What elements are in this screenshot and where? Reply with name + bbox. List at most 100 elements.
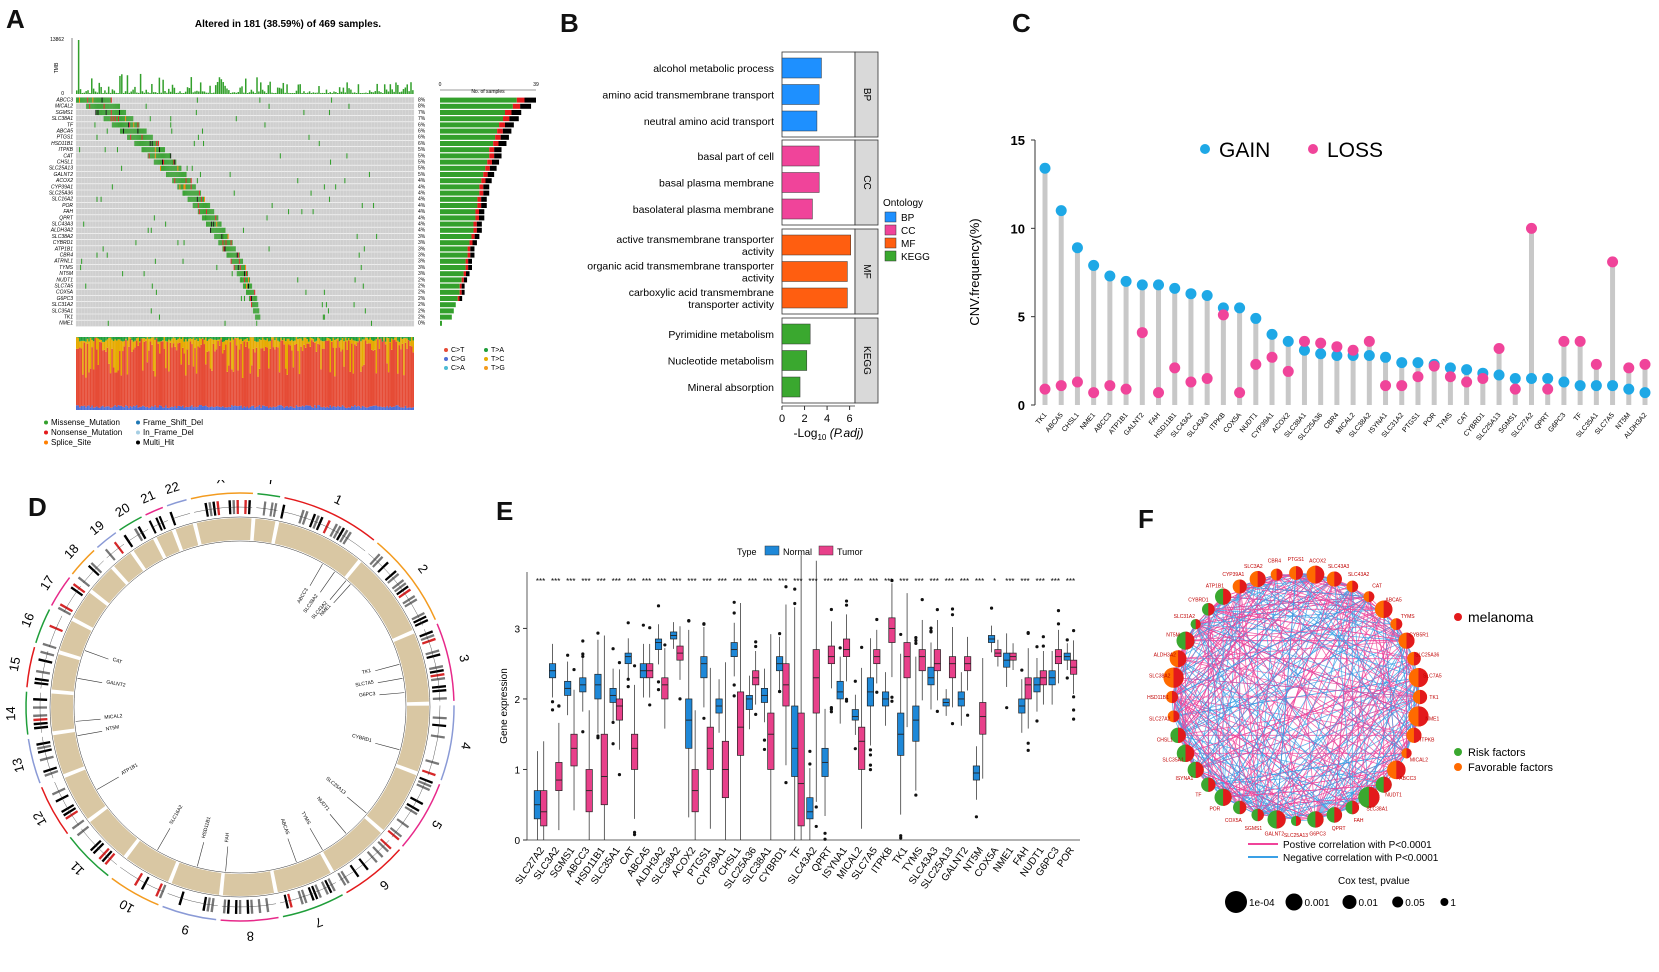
titv-bar <box>103 341 106 350</box>
mutation-cell <box>122 122 124 128</box>
titv-bar <box>217 406 219 410</box>
box-outlier <box>626 685 630 689</box>
side-bar-nonsense <box>489 153 495 159</box>
titv-bar <box>94 337 96 338</box>
titv-bar <box>152 337 155 371</box>
ideogram-border <box>194 506 253 513</box>
mutation-cell <box>373 202 375 209</box>
titv-bar <box>266 406 269 410</box>
titv-bar <box>326 337 328 338</box>
titv-bar <box>151 406 153 410</box>
mutation-cell <box>127 128 129 134</box>
tmb-bar <box>299 84 301 94</box>
titv-bar <box>324 340 327 408</box>
box-body <box>555 762 563 791</box>
mutation-cell <box>247 289 248 295</box>
tmb-bar <box>91 78 93 94</box>
mutation-cell <box>125 116 127 122</box>
mutation-cell <box>144 140 146 147</box>
titv-bar <box>146 406 149 410</box>
mutation-cell <box>228 252 230 258</box>
titv-bar <box>407 340 410 408</box>
titv-bar <box>318 338 321 345</box>
positive-edge <box>1239 572 1297 808</box>
titv-bar <box>260 340 262 349</box>
titv-bar <box>119 339 121 352</box>
titv-bar <box>163 407 166 410</box>
titv-bar <box>372 405 375 410</box>
mutation-cell <box>155 289 157 295</box>
tmb-bar <box>385 89 388 94</box>
mutation-cell <box>151 153 153 159</box>
mutation-cell <box>119 122 120 128</box>
mutation-cell <box>105 109 107 116</box>
titv-bar <box>223 349 226 408</box>
titv-bar <box>79 337 81 342</box>
titv-bar <box>321 407 324 410</box>
titv-bar <box>329 339 332 373</box>
titv-bar <box>272 347 275 407</box>
titv-bar <box>237 406 239 410</box>
mutation-cell <box>103 109 105 116</box>
titv-bar <box>94 407 96 410</box>
titv-bar <box>324 337 327 341</box>
tmb-bar <box>312 92 315 94</box>
mutation-cell <box>153 147 155 153</box>
tmb-bar <box>406 84 408 94</box>
titv-bar <box>410 407 413 410</box>
gene-marker <box>77 731 103 736</box>
side-bar-missense <box>440 308 454 314</box>
titv-bar <box>105 406 107 410</box>
significance-label: *** <box>869 577 878 586</box>
titv-bar <box>334 376 336 407</box>
titv-legend-label: T>C <box>491 356 504 363</box>
mutation-cell <box>141 147 143 153</box>
mutation-cell <box>165 159 167 165</box>
tmb-bar <box>83 92 86 94</box>
mutation-cell <box>97 97 99 103</box>
titv-bar <box>401 337 404 340</box>
box-outlier <box>754 712 758 716</box>
side-bar-multihit <box>489 165 497 171</box>
titv-bar <box>401 339 404 344</box>
ontology-legend-swatch <box>884 224 897 236</box>
significance-label: *** <box>596 577 605 586</box>
ideogram-border <box>427 705 441 776</box>
titv-bar <box>132 349 135 406</box>
term-label-line: active transmembrane transporter <box>616 234 774 246</box>
mutation-cell <box>104 103 106 109</box>
titv-bar <box>384 407 387 410</box>
box-body <box>737 691 745 756</box>
titv-bar <box>80 405 83 410</box>
tmb-bar <box>301 92 303 94</box>
positive-edge <box>1222 716 1419 798</box>
titv-bar <box>337 338 339 341</box>
titv-bar <box>361 366 364 406</box>
titv-bar <box>128 346 130 408</box>
titv-bar <box>138 337 141 342</box>
enrichment-bar <box>781 84 820 105</box>
titv-bar <box>122 337 124 342</box>
loss-point <box>1623 362 1635 374</box>
mutation-cell <box>135 128 137 134</box>
titv-bar <box>266 347 269 407</box>
gene-label: ATRNL1 <box>53 259 73 265</box>
titv-bar <box>406 338 408 349</box>
box-outlier <box>929 629 933 633</box>
loss-point <box>1104 380 1116 392</box>
side-bar-nonsense <box>487 159 492 165</box>
titv-bar <box>386 337 388 364</box>
box-outlier <box>860 645 864 649</box>
tmb-bar <box>77 40 80 94</box>
titv-bar <box>294 344 296 408</box>
term-label-line: Mineral absorption <box>688 382 775 394</box>
titv-bar <box>307 343 310 406</box>
mutation-cell <box>217 221 219 227</box>
network-node-label: SLC43A2 <box>1348 572 1370 578</box>
titv-bar <box>97 407 100 410</box>
mutation-cell <box>223 246 225 252</box>
titv-bar <box>163 348 166 408</box>
titv-bar <box>275 337 278 348</box>
mutation-cell <box>127 116 129 122</box>
titv-bar <box>370 349 373 407</box>
